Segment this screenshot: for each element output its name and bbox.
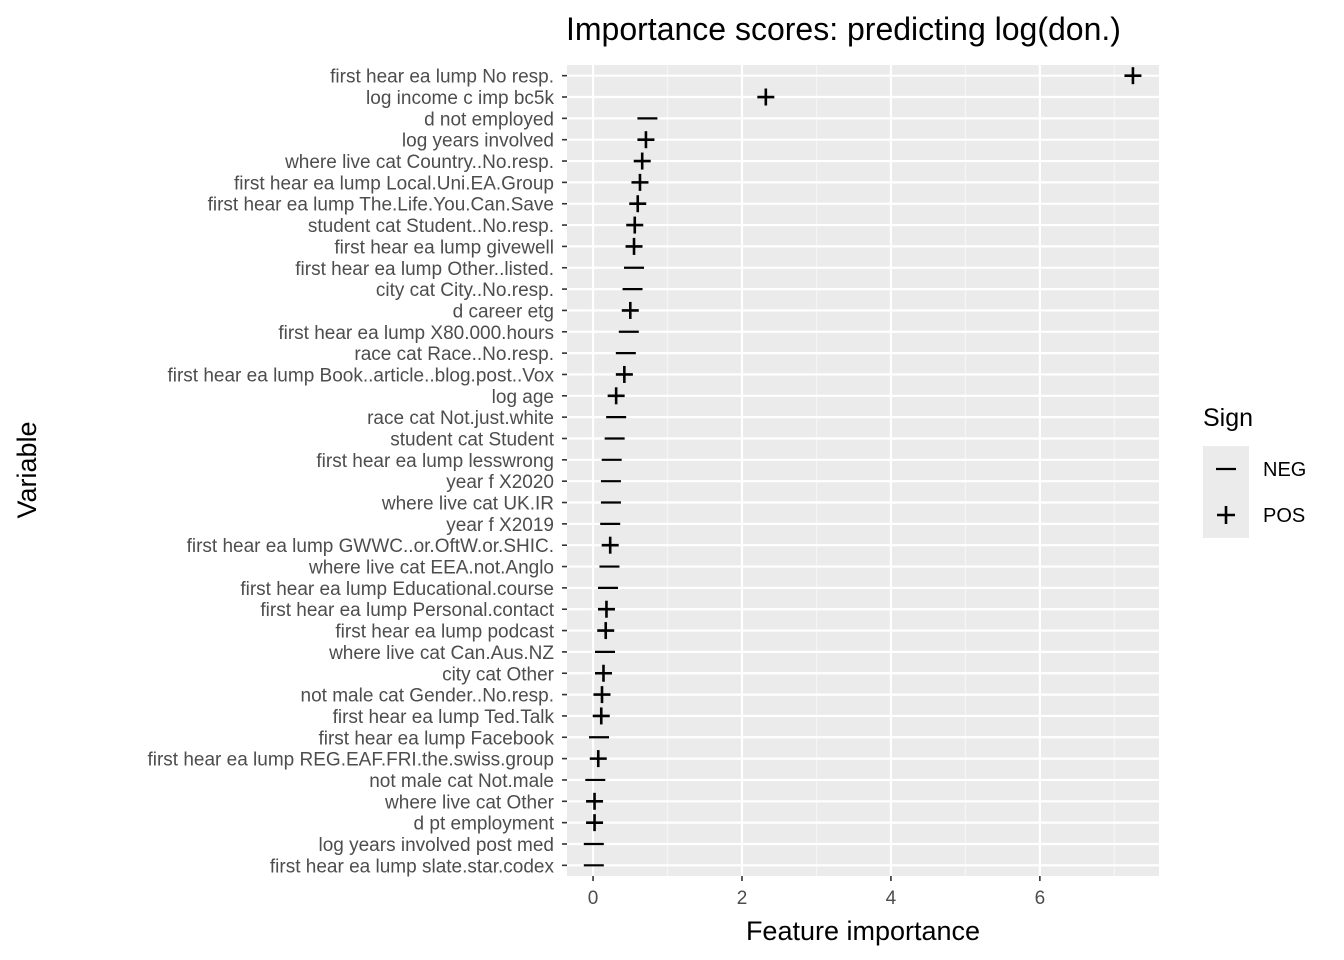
data-point-pos (1124, 67, 1142, 85)
data-point-pos (597, 622, 615, 640)
data-point-pos (631, 173, 649, 191)
y-tick-label: first hear ea lump Educational.course (240, 579, 554, 600)
y-tick-label: first hear ea lump Personal.contact (260, 600, 554, 621)
x-tick-label: 0 (588, 888, 599, 909)
y-tick-label: d pt employment (414, 814, 555, 835)
y-tick-label: race cat Not.just.white (367, 408, 554, 429)
x-axis: 0 2 4 6 (588, 876, 1045, 909)
y-tick-label: log years involved post med (318, 835, 554, 856)
legend-label-pos: POS (1263, 505, 1305, 527)
y-tick-label: not male cat Not.male (369, 771, 554, 792)
y-tick-label: year f X2020 (446, 472, 554, 493)
data-point-pos (615, 365, 633, 383)
x-tick-label: 2 (737, 888, 748, 909)
y-tick-label: log income c imp bc5k (366, 88, 554, 109)
chart-title: Importance scores: predicting log(don.) (566, 11, 1121, 47)
data-point-pos (621, 301, 639, 319)
y-tick-label: d not employed (424, 109, 554, 130)
data-point-pos (597, 600, 615, 618)
y-tick-label: where live cat UK.IR (381, 494, 554, 515)
legend-label-neg: NEG (1263, 459, 1306, 481)
y-tick-label: year f X2019 (446, 515, 554, 536)
y-tick-label: city cat Other (442, 664, 555, 685)
legend: Sign NEG POS (1203, 404, 1306, 538)
data-point-pos (601, 536, 619, 554)
y-tick-label: first hear ea lump Local.Uni.EA.Group (234, 173, 554, 194)
y-tick-label: race cat Race..No.resp. (354, 344, 554, 365)
y-tick-label: first hear ea lump givewell (334, 237, 554, 258)
y-tick-label: log years involved (402, 131, 554, 152)
y-tick-label: log age (492, 387, 554, 408)
y-tick-label: first hear ea lump REG.EAF.FRI.the.swiss… (147, 750, 554, 771)
data-points (583, 67, 1142, 867)
data-point-pos (586, 792, 604, 810)
data-point-pos (592, 707, 610, 725)
y-tick-label: student cat Student..No.resp. (308, 216, 554, 237)
y-axis-labels: first hear ea lump No resp.log income c … (147, 67, 567, 877)
y-tick-label: first hear ea lump The.Life.You.Can.Save (208, 195, 554, 216)
y-tick-label: city cat City..No.resp. (376, 280, 554, 301)
y-tick-label: d career etg (453, 301, 554, 322)
y-tick-label: first hear ea lump podcast (335, 622, 554, 643)
y-tick-label: where live cat Country..No.resp. (284, 152, 554, 173)
y-tick-label: first hear ea lump lesswrong (316, 451, 554, 472)
data-point-pos (637, 131, 655, 149)
y-tick-label: first hear ea lump Other..listed. (295, 259, 554, 280)
y-tick-label: where live cat EEA.not.Anglo (308, 558, 554, 579)
y-tick-label: where live cat Other (384, 792, 555, 813)
plot-panel (567, 65, 1159, 876)
y-tick-label: first hear ea lump Book..article..blog.p… (167, 365, 554, 386)
y-tick-label: first hear ea lump X80.000.hours (278, 323, 554, 344)
y-tick-label: first hear ea lump slate.star.codex (270, 856, 555, 877)
x-axis-title: Feature importance (746, 916, 980, 946)
data-point-pos (626, 216, 644, 234)
y-tick-label: not male cat Gender..No.resp. (301, 686, 554, 707)
x-tick-label: 6 (1035, 888, 1046, 909)
y-axis-title: Variable (12, 421, 42, 518)
y-tick-label: first hear ea lump GWWC..or.OftW.or.SHIC… (187, 536, 554, 557)
data-point-pos (586, 814, 604, 832)
y-tick-label: student cat Student (390, 429, 554, 450)
data-point-pos (633, 152, 651, 170)
data-point-pos (589, 750, 607, 768)
y-tick-label: first hear ea lump No resp. (330, 67, 554, 88)
x-tick-label: 4 (886, 888, 897, 909)
data-point-pos (625, 237, 643, 255)
y-tick-label: first hear ea lump Facebook (318, 728, 554, 749)
data-point-pos (629, 195, 647, 213)
data-point-pos (593, 686, 611, 704)
data-point-pos (594, 664, 612, 682)
grid-lines (567, 65, 1159, 876)
data-point-pos (607, 387, 625, 405)
data-point-pos (757, 88, 775, 106)
y-tick-label: first hear ea lump Ted.Talk (333, 707, 555, 728)
legend-title: Sign (1203, 404, 1253, 432)
y-tick-label: where live cat Can.Aus.NZ (328, 643, 554, 664)
